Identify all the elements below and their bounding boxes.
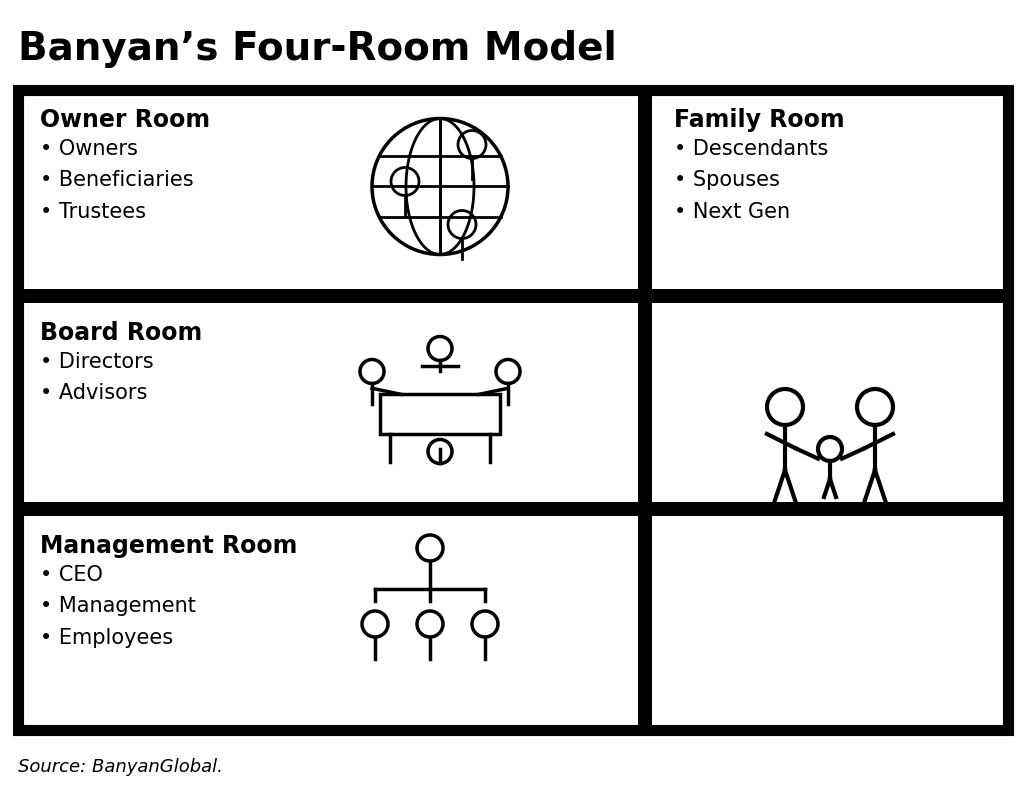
Text: Management Room: Management Room bbox=[40, 534, 297, 558]
Bar bbox=[18, 502, 638, 516]
Text: Board Room: Board Room bbox=[40, 321, 203, 345]
Bar bbox=[380, 394, 500, 435]
Text: • Next Gen: • Next Gen bbox=[674, 201, 791, 221]
Text: • CEO: • CEO bbox=[40, 564, 102, 584]
Bar bbox=[638, 90, 652, 730]
Text: • Management: • Management bbox=[40, 596, 196, 616]
Text: Family Room: Family Room bbox=[674, 108, 845, 132]
Text: • Spouses: • Spouses bbox=[674, 170, 780, 190]
Text: Banyan’s Four-Room Model: Banyan’s Four-Room Model bbox=[18, 30, 616, 68]
Text: Source: BanyanGlobal.: Source: BanyanGlobal. bbox=[18, 758, 223, 776]
Text: • Beneficiaries: • Beneficiaries bbox=[40, 170, 194, 190]
Bar bbox=[652, 289, 1008, 303]
Bar bbox=[18, 289, 638, 303]
Bar bbox=[18, 90, 1008, 730]
Bar bbox=[652, 502, 1008, 516]
Text: • Advisors: • Advisors bbox=[40, 383, 147, 403]
Text: • Trustees: • Trustees bbox=[40, 201, 146, 221]
Text: • Directors: • Directors bbox=[40, 352, 154, 372]
Text: • Employees: • Employees bbox=[40, 628, 173, 647]
Text: • Owners: • Owners bbox=[40, 138, 138, 159]
Text: Owner Room: Owner Room bbox=[40, 108, 210, 132]
Text: • Descendants: • Descendants bbox=[674, 138, 828, 159]
